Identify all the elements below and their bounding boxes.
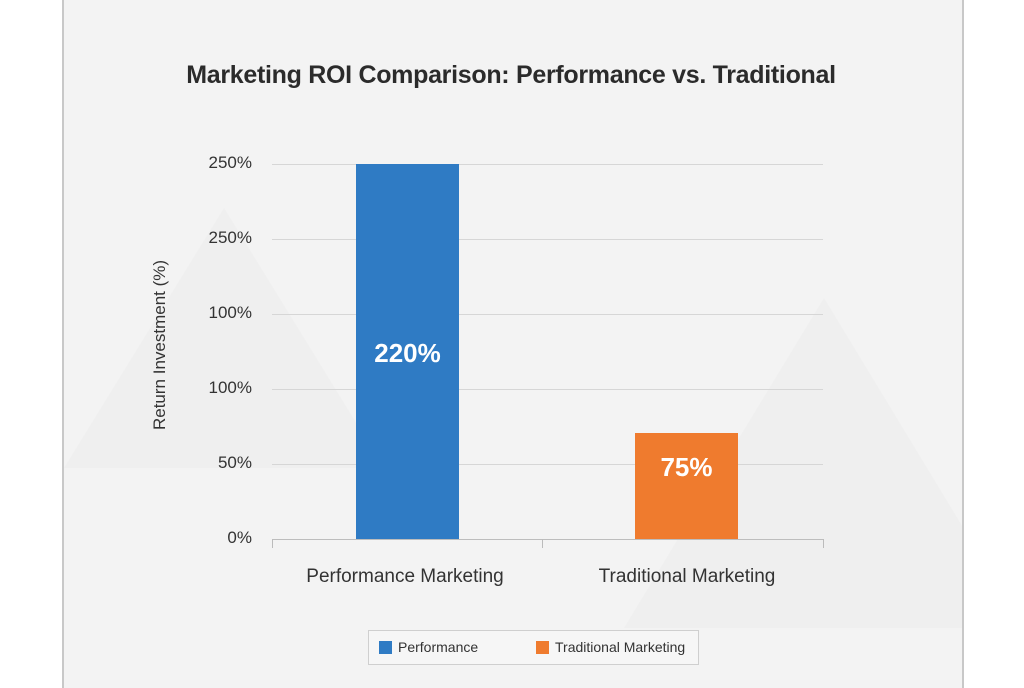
y-tick-label: 100%	[208, 378, 252, 397]
chart-legend: Performance Traditional Marketing	[368, 630, 699, 665]
x-category-label: Performance Marketing	[306, 566, 504, 587]
y-tick-label: 100%	[208, 303, 252, 322]
y-tick-label: 250%	[208, 153, 252, 172]
x-tick	[823, 539, 824, 548]
x-tick	[272, 539, 273, 548]
bar-value-label: 220%	[374, 338, 441, 368]
y-tick-label: 0%	[227, 528, 252, 547]
gridline	[272, 464, 823, 465]
gridline	[272, 389, 823, 390]
legend-item-performance[interactable]: Performance	[379, 639, 478, 655]
legend-swatch-icon	[536, 640, 549, 654]
y-tick-label: 250%	[208, 228, 252, 247]
legend-swatch-icon	[379, 640, 392, 654]
legend-item-traditional[interactable]: Traditional Marketing	[536, 639, 685, 655]
x-axis-line	[272, 539, 823, 540]
bar-value-label: 75%	[660, 452, 713, 482]
gridline	[272, 164, 823, 165]
background-decoration	[64, 208, 384, 468]
x-category-label: Traditional Marketing	[598, 566, 776, 587]
chart-card	[62, 0, 964, 688]
bar-performance-marketing[interactable]: 220%	[356, 164, 459, 539]
gridline	[272, 314, 823, 315]
legend-label: Performance	[398, 639, 479, 655]
legend-label: Traditional Marketing	[555, 639, 686, 655]
chart-title: Marketing ROI Comparison: Performance vs…	[186, 61, 836, 89]
x-tick	[542, 539, 543, 548]
y-tick-label: 50%	[217, 453, 252, 472]
y-axis-label: Return Investment (%)	[150, 259, 169, 431]
bar-traditional-marketing[interactable]: 75%	[635, 433, 738, 539]
gridline	[272, 239, 823, 240]
